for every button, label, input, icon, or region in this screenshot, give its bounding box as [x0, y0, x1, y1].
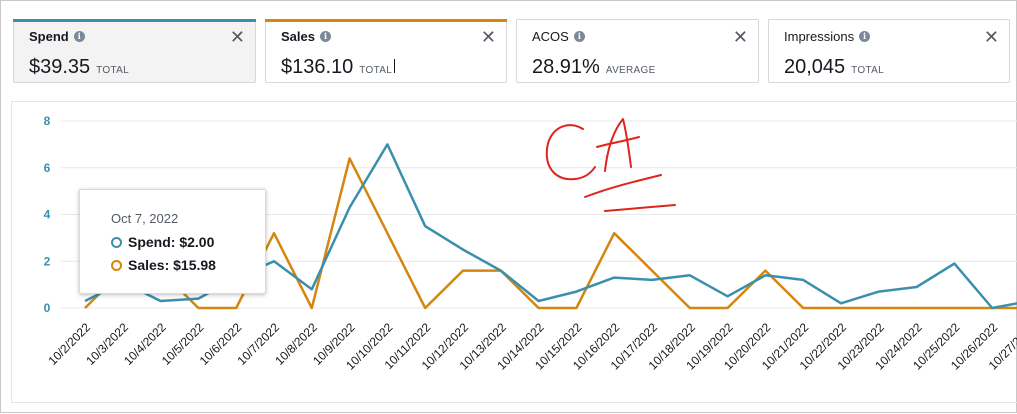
scribble-c — [545, 124, 596, 181]
y-tick-label: 2 — [44, 254, 51, 268]
tooltip-sales: Sales: $15.98 — [128, 257, 216, 273]
close-icon[interactable]: ✕ — [229, 27, 245, 48]
info-icon[interactable]: i — [573, 31, 585, 42]
metric-label: Sales — [281, 29, 315, 44]
x-axis: 10/2/202210/3/202210/4/202210/5/202210/6… — [45, 320, 1017, 373]
metric-label: Impressions — [784, 29, 855, 44]
scribble-a — [604, 118, 632, 172]
metric-value: $136.10 TOTAL — [281, 56, 396, 79]
text-caret — [394, 59, 396, 73]
metric-unit: TOTAL — [96, 65, 129, 76]
metric-accent-spend — [13, 19, 256, 22]
scribble-line-1 — [584, 174, 662, 198]
metric-value: 28.91% AVERAGE — [532, 56, 656, 79]
metric-amount: 20,045 — [784, 56, 846, 78]
y-tick-label: 4 — [44, 208, 51, 222]
metric-name: ACOS i — [532, 29, 585, 44]
series-line-sales[interactable] — [84, 157, 1017, 310]
scribble-line-2 — [604, 204, 676, 212]
info-icon[interactable]: i — [73, 31, 85, 42]
metric-card-sales[interactable]: Sales i ✕ $136.10 TOTAL — [265, 19, 507, 83]
close-icon[interactable]: ✕ — [732, 27, 748, 48]
close-icon[interactable]: ✕ — [480, 27, 496, 48]
metric-unit: TOTAL — [359, 65, 393, 76]
metric-amount: $136.10 — [281, 56, 354, 78]
metric-value: 20,045 TOTAL — [784, 56, 884, 79]
metric-amount: 28.91% — [532, 56, 600, 78]
tooltip-date: Oct 7, 2022 — [111, 211, 179, 226]
metric-label: Spend — [29, 29, 69, 44]
scribble-a-crossbar — [596, 136, 640, 148]
chart-tooltip: Oct 7, 2022 Spend: $2.00 Sales: $15.98 — [79, 189, 266, 294]
metric-unit: AVERAGE — [605, 65, 656, 76]
tooltip-spend: Spend: $2.00 — [128, 234, 215, 250]
metric-unit: TOTAL — [851, 65, 884, 76]
close-icon[interactable]: ✕ — [983, 27, 999, 48]
metric-card-spend[interactable]: Spend i ✕ $39.35 TOTAL — [13, 19, 256, 83]
metric-name: Spend i — [29, 29, 85, 44]
metric-amount: $39.35 — [29, 56, 91, 78]
y-tick-label: 8 — [44, 114, 51, 128]
info-icon[interactable]: i — [319, 31, 331, 42]
metric-accent-sales — [265, 19, 507, 22]
metric-name: Sales i — [281, 29, 331, 44]
metric-cards: Spend i ✕ $39.35 TOTAL Sales i ✕ $136.10… — [1, 1, 1017, 101]
y-tick-label: 6 — [44, 161, 51, 175]
y-axis: 0 2 4 6 8 — [44, 114, 51, 315]
sales-marker-icon — [111, 259, 122, 271]
metric-card-impressions[interactable]: Impressions i ✕ 20,045 TOTAL — [768, 19, 1010, 83]
tooltip-row-spend: Spend: $2.00 — [111, 234, 214, 250]
metric-label: ACOS — [532, 29, 569, 44]
info-icon[interactable]: i — [859, 31, 871, 42]
tooltip-row-sales: Sales: $15.98 — [111, 257, 216, 273]
y-tick-label: 0 — [44, 301, 51, 315]
metric-card-acos[interactable]: ACOS i ✕ 28.91% AVERAGE — [516, 19, 759, 83]
metric-value: $39.35 TOTAL — [29, 56, 129, 79]
spend-marker-icon — [111, 236, 122, 248]
chart-panel — [11, 101, 1017, 403]
metric-name: Impressions i — [784, 29, 871, 44]
handwritten-annotation — [545, 118, 676, 212]
